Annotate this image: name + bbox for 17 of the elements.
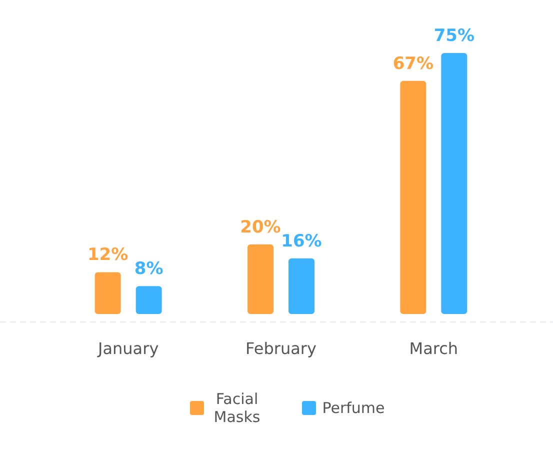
bar	[441, 53, 468, 314]
bar	[136, 286, 162, 314]
legend-label: Perfume	[322, 399, 385, 417]
bar	[248, 244, 274, 314]
data-label: 20%	[240, 217, 281, 238]
data-label: 75%	[434, 26, 475, 46]
x-tick-label: March	[409, 339, 458, 358]
bar	[94, 272, 121, 314]
bar	[288, 258, 314, 314]
bar	[400, 80, 426, 314]
data-label: 12%	[87, 245, 128, 266]
legend-label: Facial Masks	[214, 390, 260, 426]
data-label: 16%	[281, 231, 322, 252]
data-label: 8%	[134, 259, 164, 280]
x-tick-label: February	[246, 339, 316, 358]
data-label: 67%	[392, 54, 434, 74]
x-tick-label: January	[97, 339, 159, 358]
